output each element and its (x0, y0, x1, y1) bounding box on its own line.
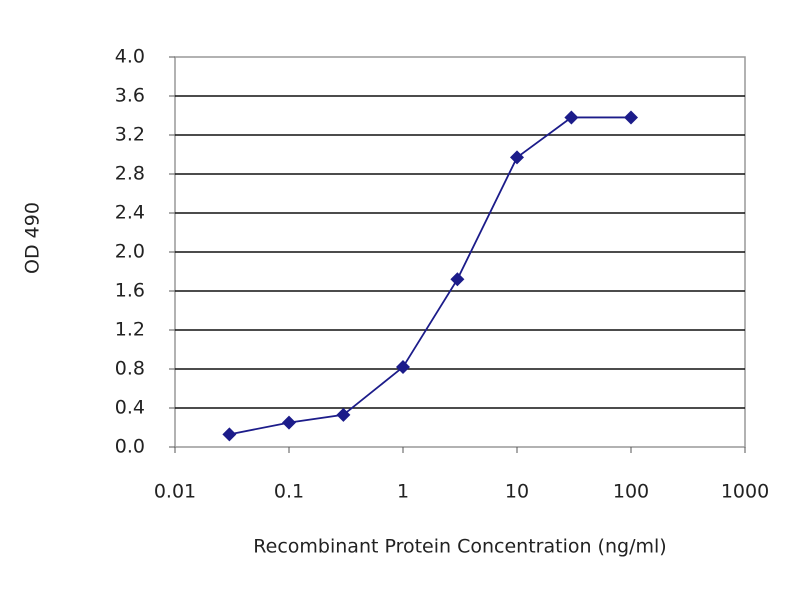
y-tick-label: 4.0 (115, 46, 145, 68)
y-tick-label: 2.0 (115, 241, 145, 263)
x-tick-label: 10 (505, 481, 529, 503)
data-point (564, 110, 579, 125)
y-tick-label: 0.8 (115, 358, 145, 380)
y-tick-label: 0.4 (115, 397, 145, 419)
y-tick-label: 2.4 (115, 202, 145, 224)
y-axis-title: OD 490 (22, 202, 44, 274)
data-point (396, 360, 410, 375)
y-tick-label: 3.2 (115, 124, 145, 146)
data-point (222, 427, 237, 442)
data-point (510, 150, 524, 165)
x-axis-title: Recombinant Protein Concentration (ng/ml… (253, 536, 666, 558)
x-tick-label: 100 (613, 481, 649, 503)
data-line (229, 116, 631, 436)
y-tick-label: 1.2 (115, 319, 145, 341)
y-tick-label: 2.8 (115, 163, 145, 185)
x-tick-label: 0.1 (274, 481, 304, 503)
y-tick-label: 3.6 (115, 85, 145, 107)
data-point (336, 407, 351, 422)
data-point (624, 110, 638, 125)
data-point (282, 415, 296, 430)
x-tick-label: 1000 (721, 481, 769, 503)
y-tick-label: 0.0 (115, 436, 145, 458)
data-point (450, 272, 465, 287)
x-tick-label: 0.01 (154, 481, 196, 503)
x-tick-label: 1 (397, 481, 409, 503)
y-tick-label: 1.6 (115, 280, 145, 302)
